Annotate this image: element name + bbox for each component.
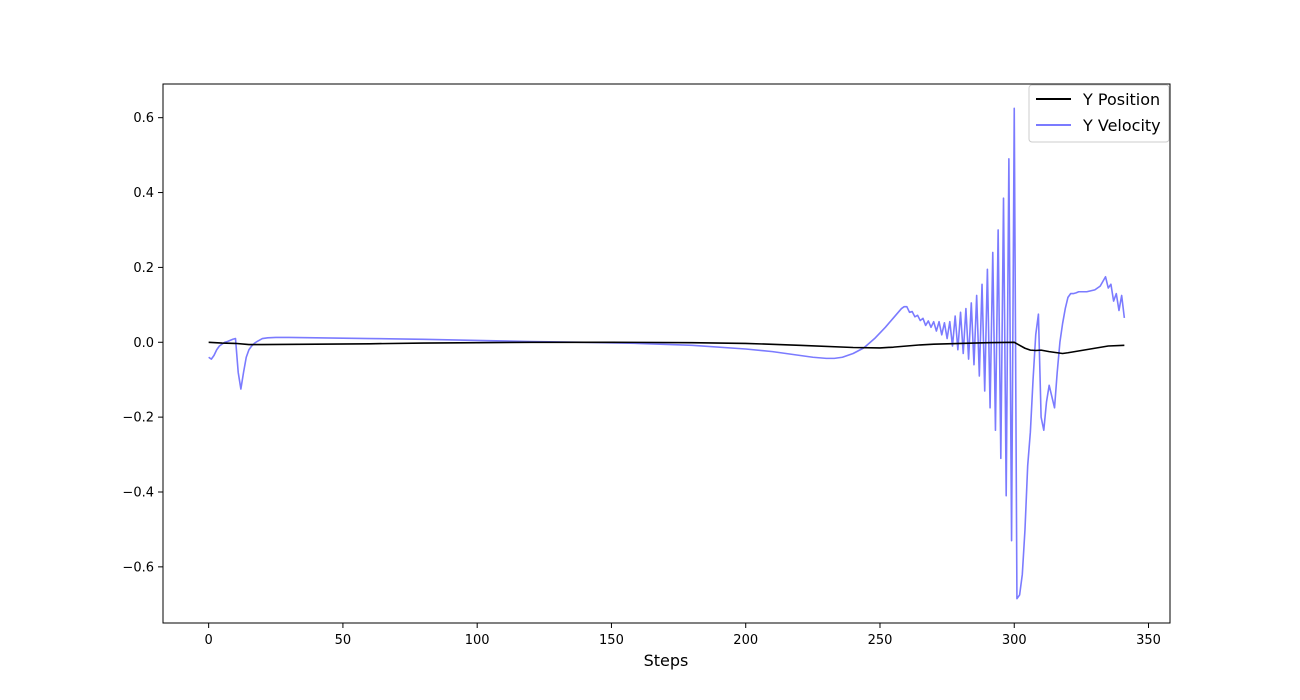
y-tick-label: 0.6 (133, 111, 154, 126)
y-tick-label: 0.0 (133, 336, 154, 351)
x-axis-ticks: 0 50 100 150 200 250 300 350 (205, 623, 1161, 648)
x-tick-label: 200 (733, 633, 758, 648)
y-tick-label: −0.4 (122, 485, 154, 500)
legend-label-y-velocity: Y Velocity (1082, 116, 1161, 135)
series-line-y-position (208, 341, 1125, 355)
x-tick-label: 0 (205, 633, 213, 648)
plot-area-frame (162, 83, 1171, 624)
x-tick-label: 100 (465, 633, 490, 648)
legend-label-y-position: Y Position (1082, 90, 1160, 109)
y-tick-label: 0.2 (133, 261, 154, 276)
y-axis-ticks: −0.6 −0.4 −0.2 0.0 0.2 0.4 0.6 (122, 111, 163, 575)
x-tick-label: 350 (1136, 633, 1161, 648)
legend: Y Position Y Velocity (1028, 84, 1170, 143)
x-tick-label: 50 (335, 633, 352, 648)
x-tick-label: 150 (599, 633, 624, 648)
y-tick-label: −0.2 (122, 411, 154, 426)
x-tick-label: 300 (1002, 633, 1027, 648)
x-axis-label: Steps (644, 651, 689, 670)
plot-lines (208, 107, 1126, 600)
y-tick-label: −0.6 (122, 560, 154, 575)
series-line-y-velocity (208, 107, 1126, 600)
y-tick-label: 0.4 (133, 186, 154, 201)
x-tick-label: 250 (868, 633, 893, 648)
